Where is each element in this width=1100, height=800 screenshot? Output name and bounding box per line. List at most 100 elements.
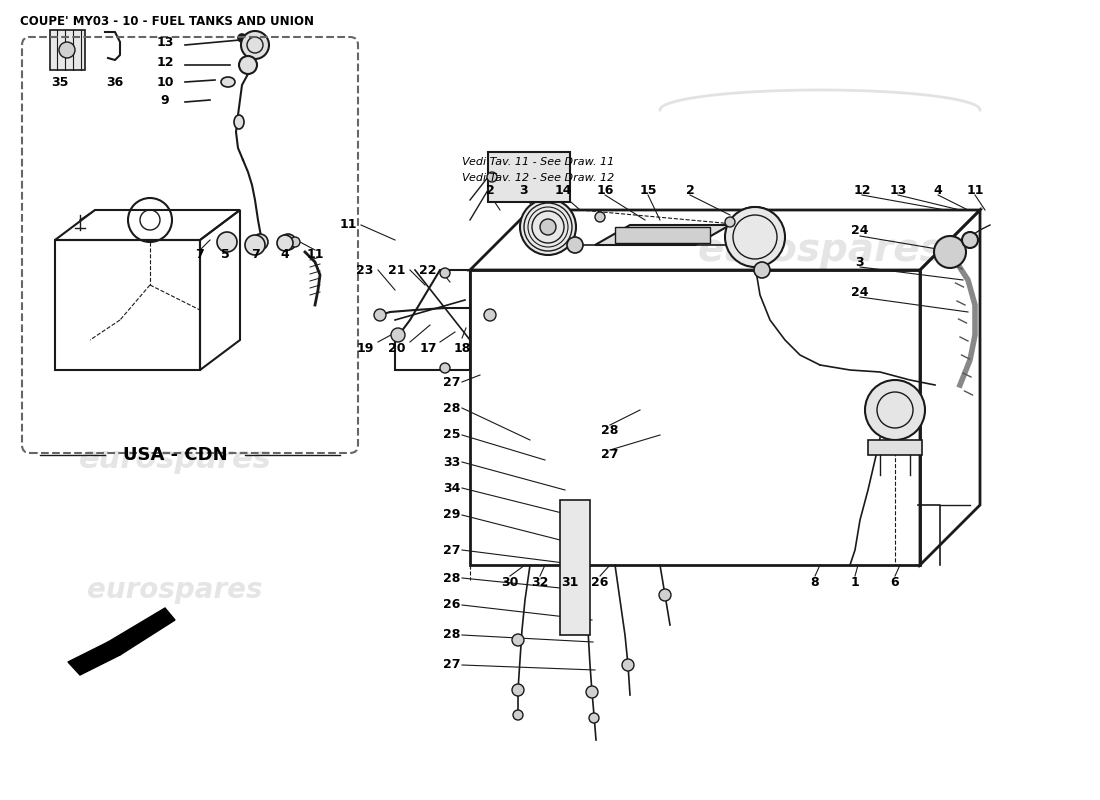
Text: eurospares: eurospares <box>78 446 272 474</box>
Text: 2: 2 <box>485 183 494 197</box>
Text: 28: 28 <box>602 423 618 437</box>
Circle shape <box>595 212 605 222</box>
Circle shape <box>59 42 75 58</box>
Ellipse shape <box>234 115 244 129</box>
Text: 34: 34 <box>443 482 461 494</box>
Circle shape <box>586 686 598 698</box>
Text: 8: 8 <box>811 575 819 589</box>
Circle shape <box>540 219 556 235</box>
Circle shape <box>238 34 246 42</box>
Text: 15: 15 <box>639 183 657 197</box>
Text: 29: 29 <box>443 509 461 522</box>
Polygon shape <box>108 608 175 655</box>
Text: 6: 6 <box>891 575 900 589</box>
Text: 26: 26 <box>592 575 608 589</box>
Circle shape <box>440 268 450 278</box>
Text: 3: 3 <box>856 255 865 269</box>
Circle shape <box>390 328 405 342</box>
Text: 20: 20 <box>388 342 406 354</box>
Text: 28: 28 <box>443 571 461 585</box>
Text: 7: 7 <box>196 249 205 262</box>
Polygon shape <box>68 642 120 675</box>
Text: 32: 32 <box>531 575 549 589</box>
Circle shape <box>621 659 634 671</box>
Circle shape <box>588 713 600 723</box>
Text: 1: 1 <box>850 575 859 589</box>
Text: eurospares: eurospares <box>697 231 943 269</box>
Text: COUPE' MY03 - 10 - FUEL TANKS AND UNION: COUPE' MY03 - 10 - FUEL TANKS AND UNION <box>20 15 313 28</box>
Text: 14: 14 <box>554 183 572 197</box>
Circle shape <box>934 236 966 268</box>
Polygon shape <box>560 500 590 635</box>
Text: 17: 17 <box>419 342 437 354</box>
Text: 11: 11 <box>966 183 983 197</box>
Circle shape <box>484 309 496 321</box>
Text: 2: 2 <box>685 183 694 197</box>
Text: 3: 3 <box>519 183 528 197</box>
Text: 27: 27 <box>443 375 461 389</box>
Text: 18: 18 <box>453 342 471 354</box>
Text: 27: 27 <box>602 449 618 462</box>
Circle shape <box>245 235 265 255</box>
Circle shape <box>239 56 257 74</box>
Circle shape <box>280 234 296 250</box>
Text: 24: 24 <box>851 223 869 237</box>
Bar <box>615 227 710 243</box>
Circle shape <box>962 232 978 248</box>
Circle shape <box>566 237 583 253</box>
Text: 4: 4 <box>934 183 943 197</box>
Circle shape <box>725 207 785 267</box>
Circle shape <box>512 634 524 646</box>
Circle shape <box>487 172 497 182</box>
Text: 23: 23 <box>356 263 374 277</box>
Circle shape <box>277 235 293 251</box>
Text: 30: 30 <box>502 575 519 589</box>
Circle shape <box>440 363 450 373</box>
Text: 27: 27 <box>443 543 461 557</box>
Text: 27: 27 <box>443 658 461 671</box>
Text: 24: 24 <box>851 286 869 298</box>
Text: Vedi Tav. 12 - See Draw. 12: Vedi Tav. 12 - See Draw. 12 <box>462 173 614 183</box>
Circle shape <box>290 237 300 247</box>
Circle shape <box>241 31 270 59</box>
Circle shape <box>252 234 268 250</box>
Text: 22: 22 <box>419 263 437 277</box>
Circle shape <box>727 207 783 263</box>
Circle shape <box>754 262 770 278</box>
Text: 4: 4 <box>280 249 289 262</box>
Circle shape <box>513 710 522 720</box>
Text: 5: 5 <box>221 249 230 262</box>
Text: 28: 28 <box>443 402 461 414</box>
Text: 28: 28 <box>443 629 461 642</box>
Circle shape <box>659 589 671 601</box>
Text: 9: 9 <box>161 94 169 106</box>
Circle shape <box>520 199 576 255</box>
Text: 25: 25 <box>443 429 461 442</box>
Text: 35: 35 <box>52 75 68 89</box>
Polygon shape <box>50 30 85 70</box>
Circle shape <box>374 309 386 321</box>
Text: 26: 26 <box>443 598 461 611</box>
Text: 33: 33 <box>443 455 461 469</box>
Text: 19: 19 <box>356 342 374 354</box>
Text: 31: 31 <box>561 575 579 589</box>
Text: 12: 12 <box>854 183 871 197</box>
Text: 11: 11 <box>339 218 356 231</box>
Text: 21: 21 <box>388 263 406 277</box>
Polygon shape <box>595 225 730 245</box>
Polygon shape <box>488 152 570 202</box>
Text: 10: 10 <box>156 75 174 89</box>
Text: eurospares: eurospares <box>87 576 263 604</box>
Circle shape <box>512 684 524 696</box>
Text: Vedi Tav. 11 - See Draw. 11: Vedi Tav. 11 - See Draw. 11 <box>462 157 614 167</box>
Circle shape <box>725 217 735 227</box>
Circle shape <box>217 232 236 252</box>
Text: 12: 12 <box>156 57 174 70</box>
Text: 36: 36 <box>107 75 123 89</box>
Text: 11: 11 <box>306 249 323 262</box>
Text: 13: 13 <box>156 37 174 50</box>
Text: 13: 13 <box>889 183 906 197</box>
Circle shape <box>865 380 925 440</box>
Polygon shape <box>868 440 922 455</box>
Ellipse shape <box>221 77 235 87</box>
